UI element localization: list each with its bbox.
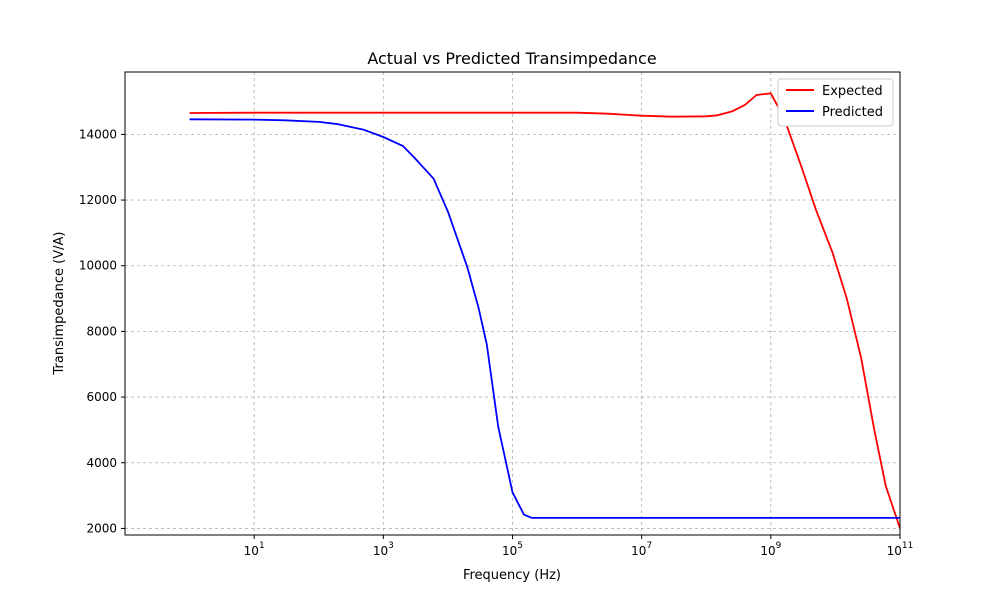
x-axis-ticks: 101 103 105 107 109 1011 xyxy=(244,535,914,558)
legend-label-expected: Expected xyxy=(822,84,883,99)
y-tick-label: 12000 xyxy=(79,193,117,207)
legend-label-predicted: Predicted xyxy=(822,105,883,120)
plot-area xyxy=(125,72,900,535)
y-tick-label: 10000 xyxy=(79,259,117,273)
y-tick-label: 4000 xyxy=(86,456,117,470)
x-tick-label: 101 xyxy=(244,541,265,558)
series-lines xyxy=(189,92,901,529)
y-tick-label: 14000 xyxy=(79,127,117,141)
y-tick-label: 8000 xyxy=(86,324,117,338)
series-line-expected xyxy=(189,92,901,529)
y-axis-ticks: 2000 4000 6000 8000 10000 12000 14000 xyxy=(79,127,125,535)
y-tick-label: 2000 xyxy=(86,521,117,535)
x-tick-label: 109 xyxy=(760,541,781,558)
x-axis-label: Frequency (Hz) xyxy=(463,568,561,583)
y-axis-label: Transimpedance (V/A) xyxy=(52,232,67,376)
chart-title: Actual vs Predicted Transimpedance xyxy=(367,49,656,68)
x-tick-label: 1011 xyxy=(887,541,914,558)
x-tick-label: 105 xyxy=(502,541,523,558)
x-tick-label: 107 xyxy=(631,541,652,558)
series-line-predicted xyxy=(189,118,900,519)
legend: Expected Predicted xyxy=(777,78,894,127)
x-tick-label: 103 xyxy=(373,541,394,558)
y-tick-label: 6000 xyxy=(86,390,117,404)
